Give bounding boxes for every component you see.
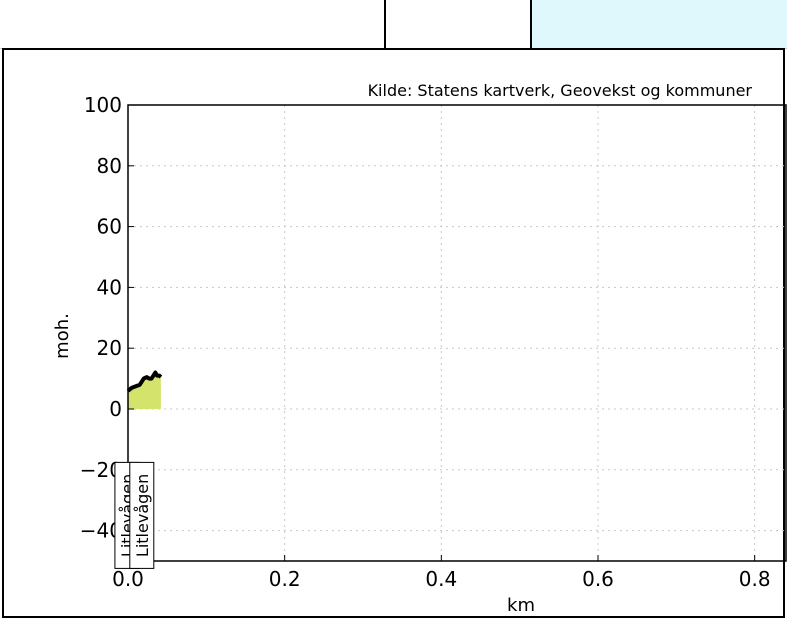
elevation-area — [128, 372, 161, 409]
place-label-text: Litlevågen — [133, 474, 152, 557]
y-tick-label: 20 — [97, 336, 122, 360]
x-tick-label: 0.4 — [425, 567, 457, 591]
y-tick-label: 60 — [97, 215, 122, 239]
y-tick-label: 80 — [97, 154, 122, 178]
x-tick-label: 0.8 — [739, 567, 771, 591]
chart-title: Kilde: Statens kartverk, Geovekst og kom… — [368, 81, 753, 100]
y-tick-label: 100 — [84, 93, 122, 117]
toolbar-cell-1[interactable] — [0, 0, 386, 49]
y-axis-label: moh. — [52, 313, 73, 359]
x-axis-label: km — [507, 595, 535, 616]
place-label-box — [129, 461, 155, 569]
place-label: Litlevågen — [129, 461, 155, 569]
toolbar — [0, 0, 787, 50]
x-tick-label: 0.6 — [582, 567, 614, 591]
elevation-line — [126, 370, 163, 393]
x-tick-label: 0.0 — [112, 567, 144, 591]
grid-layer — [128, 105, 786, 561]
x-tick-label: 0.2 — [269, 567, 301, 591]
axes-box — [127, 104, 787, 562]
y-tick-label: 40 — [97, 275, 122, 299]
y-tick-label: 0 — [109, 397, 122, 421]
